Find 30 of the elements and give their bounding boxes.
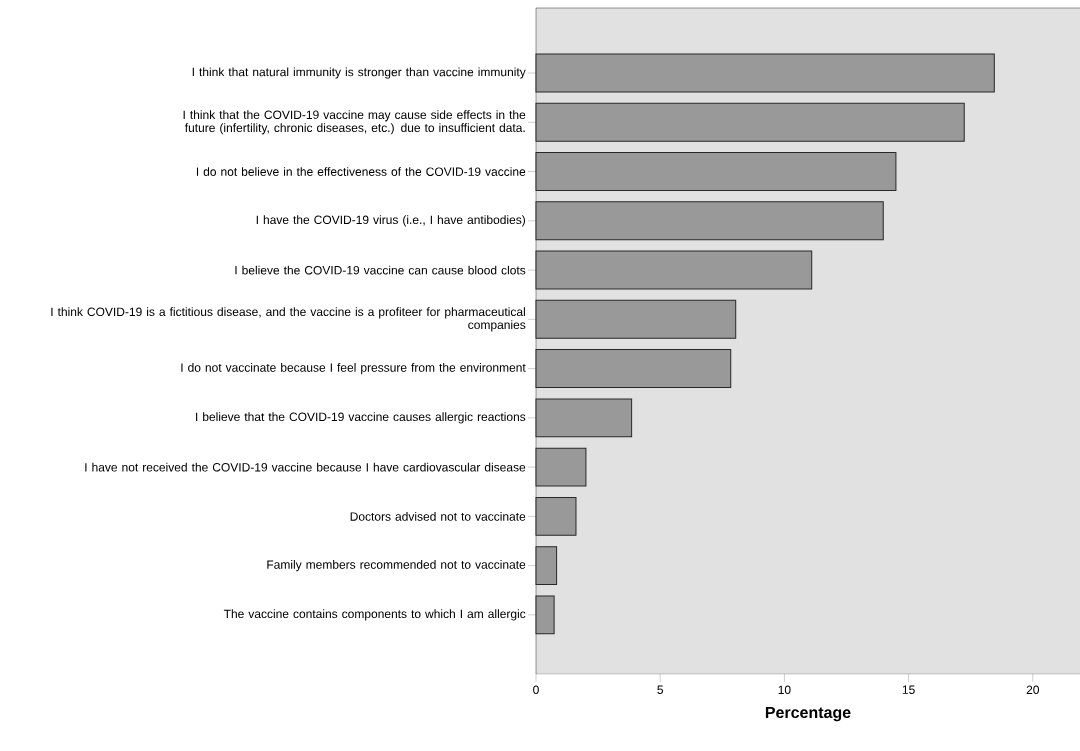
bar <box>535 250 813 290</box>
bar <box>535 398 633 438</box>
y-tick-label: I believe that the COVID-19 vaccine causes allergic reactions <box>196 412 526 424</box>
bar <box>535 201 884 241</box>
x-axis-title: Percentage <box>765 706 851 722</box>
x-tick-label: 0 <box>533 685 539 695</box>
y-tick-label: I do not vaccinate because I feel pressure from the environment <box>181 363 526 375</box>
y-tick-label: I think that the COVID-19 vaccine may cause side effects in the future (infertility, chronic diseases, etc.) due to insufficient data. <box>183 110 526 135</box>
y-tick-label: I have the COVID-19 virus (i.e., I have antibodies) <box>256 215 525 227</box>
y-tick-label: I have not received the COVID-19 vaccine because I have cardiovascular disease <box>85 462 526 472</box>
bar <box>535 102 965 142</box>
bar <box>535 496 577 536</box>
y-tick-label: The vaccine contains components to which I am allergic <box>223 609 526 621</box>
y-tick-label: I think that natural immunity is stronger than vaccine immunity <box>192 67 526 79</box>
bar <box>535 546 558 586</box>
bar <box>535 53 995 93</box>
y-tick-label: I believe the COVID-19 vaccine can cause blood clots <box>235 265 526 275</box>
y-tick-label: Doctors advised not to vaccinate <box>350 511 526 521</box>
x-tick-label: 10 <box>778 685 791 695</box>
bar <box>535 349 732 389</box>
x-tick-label: 5 <box>657 685 664 694</box>
y-tick-label: I do not believe in the effectiveness of the COVID-19 vaccine <box>196 167 526 176</box>
bar <box>535 299 737 339</box>
bar <box>535 152 897 192</box>
bar <box>535 447 587 487</box>
bar <box>535 595 555 635</box>
x-tick-label: 20 <box>1026 685 1039 695</box>
x-tick-label: 15 <box>902 685 915 694</box>
y-tick-label: I think COVID-19 is a fictitious disease, and the vaccine is a profiteer for pharmaceutical companies <box>51 307 526 332</box>
y-tick-label: Family members recommended not to vaccinate <box>267 560 526 572</box>
